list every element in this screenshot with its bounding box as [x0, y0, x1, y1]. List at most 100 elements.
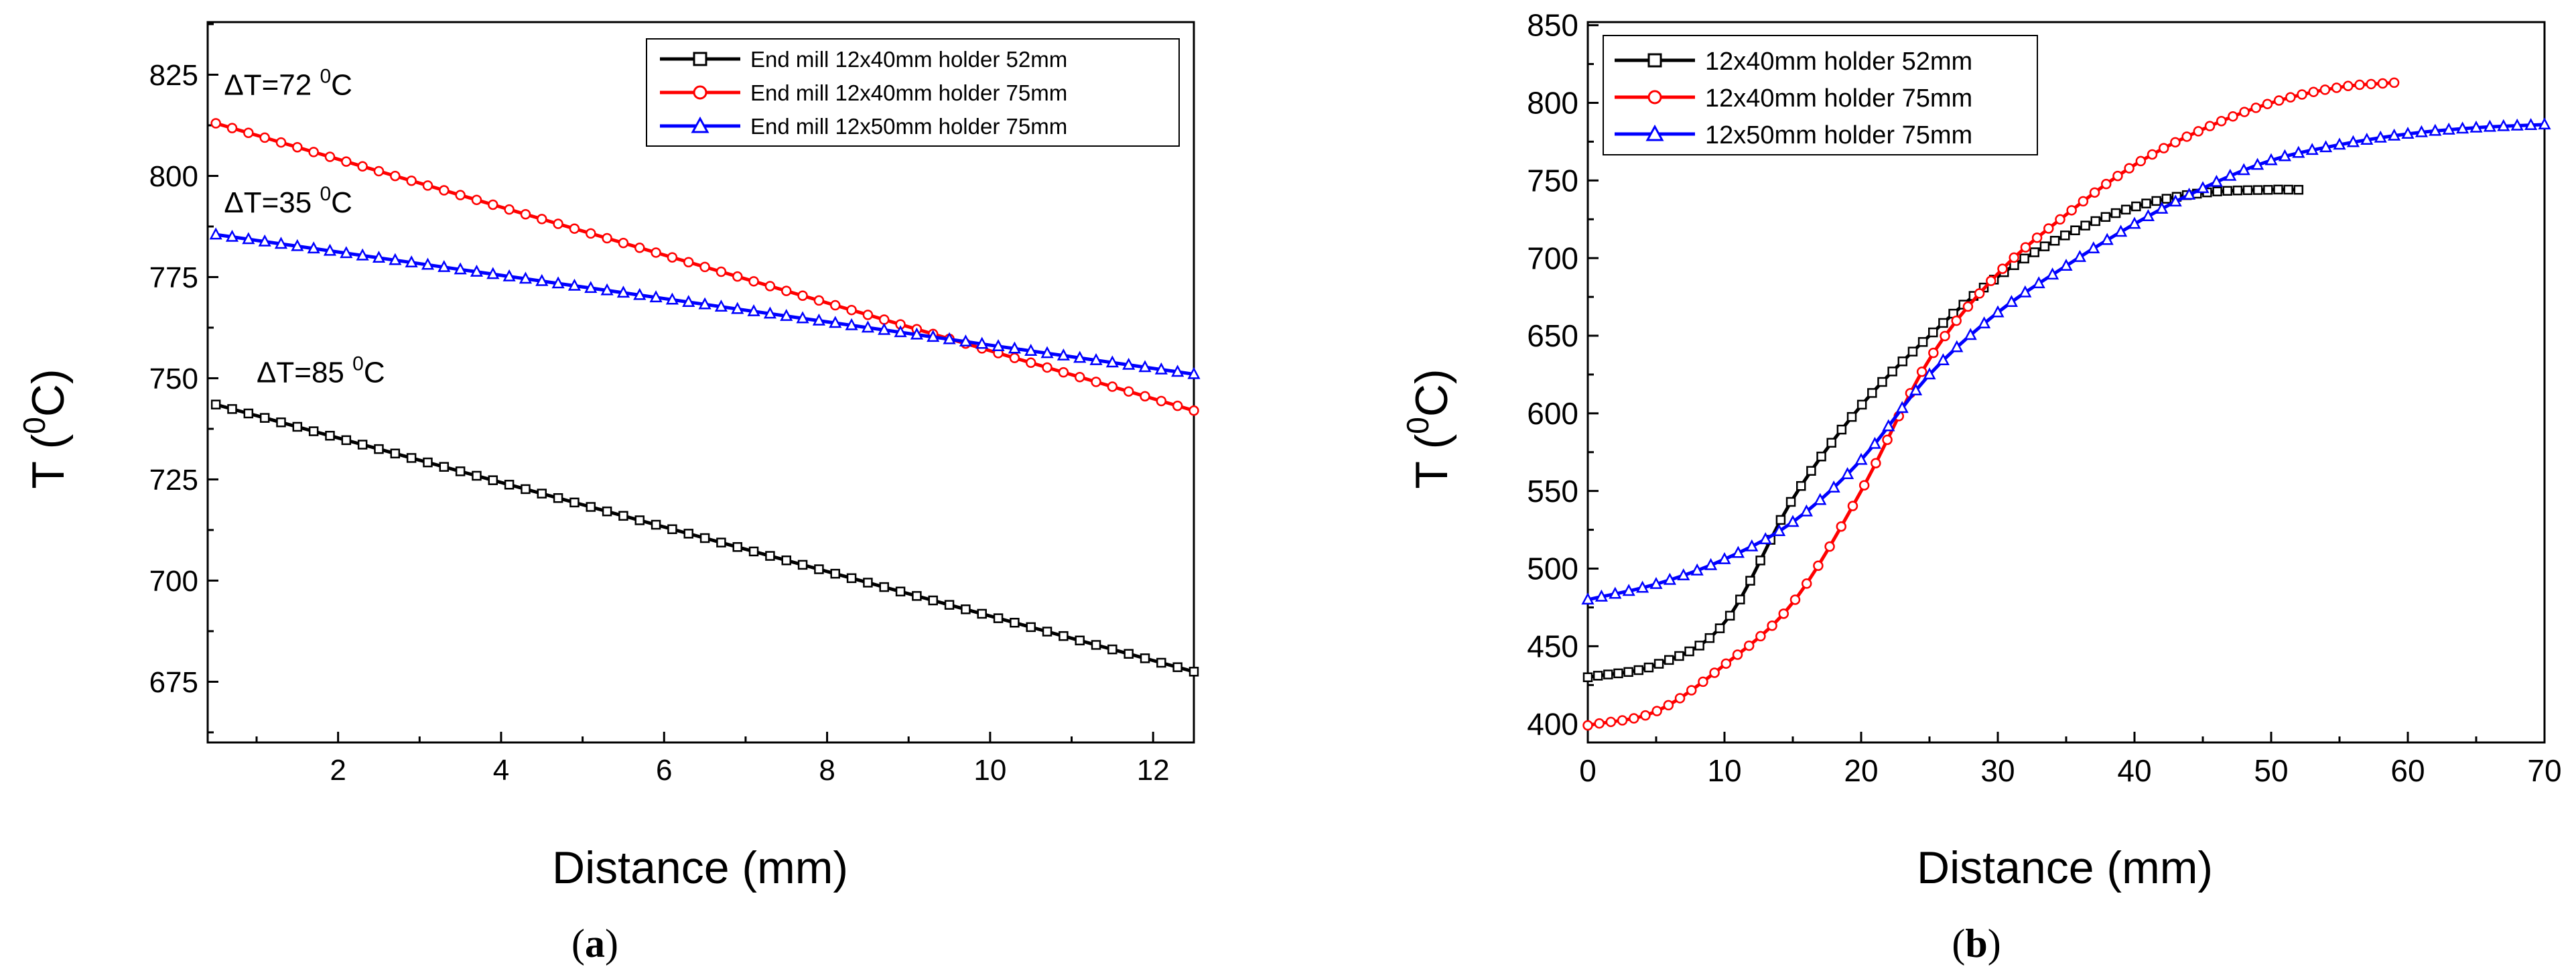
data-point — [356, 248, 369, 261]
legend-label-a-0: End mill 12x40mm holder 52mm — [750, 47, 1067, 72]
data-point — [2120, 204, 2131, 215]
data-point — [2135, 155, 2147, 167]
data-point — [2232, 185, 2243, 196]
data-point — [390, 170, 401, 182]
data-point — [1877, 377, 1887, 387]
y-tick-label: 700 — [149, 565, 198, 598]
data-point — [439, 462, 450, 472]
data-point — [747, 304, 760, 316]
data-point — [2292, 145, 2305, 158]
data-point — [472, 470, 482, 481]
data-point — [1767, 621, 1777, 631]
data-point — [2252, 185, 2263, 195]
data-point — [210, 118, 221, 129]
data-point — [894, 325, 907, 338]
chart-panel-b: 400 450 500 550 600 650 700 750 800 850 0 10 20 30 40… — [1400, 8, 2562, 966]
data-point — [1907, 346, 1918, 356]
legend-entry-a-0: End mill 12x40mm holder 52mm — [660, 47, 1067, 72]
data-point — [1189, 667, 1199, 677]
data-point — [1928, 347, 1939, 359]
data-point — [731, 302, 744, 314]
data-point — [912, 591, 922, 601]
x-tick-label: 2 — [330, 754, 346, 787]
data-point — [2066, 205, 2077, 216]
data-point — [2524, 118, 2538, 131]
data-point — [325, 430, 335, 441]
data-point — [243, 127, 254, 139]
data-point — [323, 243, 337, 256]
data-point — [2019, 253, 2029, 264]
data-point — [1962, 301, 1974, 312]
series-b-0 — [1582, 184, 2304, 682]
data-point — [357, 161, 368, 172]
data-point — [1623, 667, 1633, 677]
data-point — [2354, 79, 2365, 90]
data-point — [1801, 578, 1812, 589]
data-point — [2415, 125, 2428, 137]
data-point — [1841, 467, 1854, 479]
data-point — [488, 475, 498, 485]
x-axis-label-a: Distance (mm) — [552, 842, 848, 893]
data-point — [1974, 288, 1985, 299]
data-point — [2196, 181, 2210, 194]
data-point — [2222, 186, 2232, 196]
annotation-delta-35: ΔT=35 0C — [224, 183, 352, 219]
legend-entry-b-1: 12x40mm holder 75mm — [1615, 84, 1972, 113]
data-point — [1868, 436, 1881, 449]
data-point — [2055, 214, 2065, 225]
legend-label-a-1: End mill 12x40mm holder 75mm — [750, 80, 1067, 105]
data-point — [1704, 633, 1715, 643]
x-ticks-b: 0 10 20 30 40 50 60 70 — [1579, 732, 2562, 788]
data-point — [341, 435, 352, 446]
data-point — [732, 542, 742, 552]
data-point — [2333, 137, 2346, 150]
data-point — [765, 551, 775, 561]
legend-label-b-1: 12x40mm holder 75mm — [1705, 84, 1972, 113]
data-point — [602, 506, 612, 517]
x-ticks-a: 2 4 6 8 10 12 — [255, 732, 1170, 787]
data-point — [1582, 672, 1593, 682]
data-point — [1755, 556, 1765, 566]
data-point — [2538, 117, 2551, 130]
data-point — [1609, 586, 1622, 599]
data-point — [1008, 341, 1021, 354]
data-point — [748, 546, 759, 557]
data-point — [1836, 424, 1847, 435]
data-point — [993, 613, 1004, 623]
data-point — [699, 261, 710, 273]
data-point — [1854, 452, 1868, 465]
data-point — [2070, 225, 2080, 235]
data-point — [732, 271, 743, 282]
data-point — [1122, 357, 1136, 370]
data-point — [2110, 208, 2121, 218]
data-point — [2212, 186, 2222, 196]
y-tick-label: 800 — [149, 160, 198, 193]
y-tick-label: 400 — [1527, 706, 1578, 741]
data-point — [959, 334, 972, 347]
data-point — [845, 318, 858, 330]
data-point — [2112, 170, 2123, 182]
panel-caption-b: (b) — [1952, 921, 2001, 966]
data-point — [569, 497, 580, 508]
data-point — [1826, 438, 1836, 448]
x-tick-label: 12 — [1137, 754, 1170, 787]
data-point — [292, 421, 303, 432]
data-point — [2043, 223, 2054, 234]
data-point — [1806, 466, 1816, 476]
y-tick-label: 725 — [149, 464, 198, 497]
data-point — [667, 524, 677, 534]
legend-a: End mill 12x40mm holder 52mm End mill 12… — [646, 38, 1180, 147]
data-point — [1897, 356, 1908, 367]
data-point — [1633, 665, 1644, 675]
y-tick-label: 825 — [149, 59, 198, 92]
data-point — [421, 257, 435, 270]
data-point — [537, 214, 547, 224]
data-point — [1778, 608, 1789, 619]
data-point — [2377, 78, 2388, 89]
data-point — [682, 295, 695, 308]
data-point — [1595, 589, 1608, 602]
data-point — [1107, 381, 1118, 392]
data-point — [242, 232, 255, 245]
data-point — [895, 586, 906, 596]
data-point — [2210, 174, 2223, 187]
